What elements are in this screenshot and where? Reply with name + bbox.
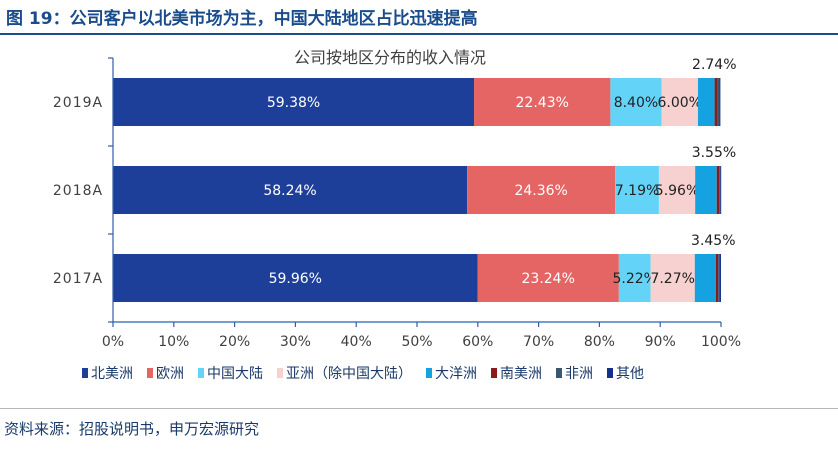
legend-swatch-4 — [426, 368, 432, 378]
bar-segment-2-1 — [477, 254, 619, 302]
legend-label-1: 欧洲 — [156, 366, 184, 382]
x-tick-label-7: 70% — [523, 334, 554, 350]
source-note: 资料来源：招股说明书，申万宏源研究 — [4, 420, 260, 438]
legend-label-6: 非洲 — [565, 366, 593, 382]
data-label-2-1: 23.24% — [522, 271, 575, 287]
chart-title: 公司按地区分布的收入情况 — [294, 48, 486, 67]
legend-label-3: 亚洲（除中国大陆） — [286, 366, 412, 382]
x-tick-label-4: 40% — [341, 334, 372, 350]
bar-segment-1-4 — [695, 166, 717, 214]
stacked-bar-chart: 公司按地区分布的收入情况 59.38% 22.43% 8.40% 6.00% 2.74%… — [53, 48, 741, 382]
x-tick-label-8: 80% — [584, 334, 615, 350]
bar-segment-1-0 — [113, 166, 468, 214]
bar-segment-2-5 — [715, 254, 719, 302]
category-label-2: 2017A — [53, 271, 103, 287]
x-tick-label-10: 100% — [701, 334, 741, 350]
bar-segment-2-4 — [694, 254, 716, 302]
data-label-2-2: 5.22% — [612, 271, 656, 287]
bar-segment-0-1 — [474, 78, 611, 126]
bar-segment-1-1 — [467, 166, 616, 214]
data-label-2-3: 7.27% — [650, 271, 694, 287]
bar-segment-0-7 — [719, 78, 721, 126]
legend-swatch-5 — [491, 368, 497, 378]
x-tick-label-2: 20% — [219, 334, 250, 350]
legend: 北美洲 欧洲 中国大陆 亚洲（除中国大陆） 大洋洲 南美洲 非洲 其他 — [82, 366, 644, 382]
data-label-0-1: 22.43% — [516, 95, 569, 111]
axis-layer: 2019A 2018A 2017A 0% 10% 20% 30% 40% 50% 60% 70% 80… — [53, 57, 741, 350]
x-tick-label-1: 10% — [158, 334, 189, 350]
bar-segment-1-6 — [719, 166, 721, 214]
data-label-0-2: 8.40% — [614, 95, 658, 111]
bar-segment-0-3 — [661, 78, 698, 126]
data-label-2-4: 3.45% — [691, 233, 735, 249]
x-tick-label-5: 50% — [401, 334, 432, 350]
legend-label-0: 北美洲 — [91, 366, 133, 382]
category-label-0: 2019A — [53, 95, 103, 111]
bar-segment-0-6 — [717, 78, 720, 126]
legend-label-4: 大洋洲 — [435, 366, 477, 382]
bar-segment-0-0 — [113, 78, 475, 126]
data-label-1-1: 24.36% — [514, 183, 567, 199]
bar-segment-0-2 — [610, 78, 662, 126]
bar-segment-2-7 — [720, 254, 721, 302]
data-label-1-3: 5.96% — [655, 183, 699, 199]
x-tick-label-6: 60% — [462, 334, 493, 350]
bar-segment-1-2 — [615, 166, 659, 214]
category-label-1: 2018A — [53, 183, 103, 199]
data-label-0-0: 59.38% — [267, 95, 320, 111]
bar-segment-1-5 — [716, 166, 720, 214]
bar-segment-2-2 — [618, 254, 651, 302]
bar-segment-2-0 — [113, 254, 478, 302]
legend-label-5: 南美洲 — [500, 366, 542, 382]
bar-segment-0-5 — [714, 78, 718, 126]
data-label-0-4: 2.74% — [692, 57, 736, 73]
legend-swatch-3 — [277, 368, 283, 378]
bar-segment-2-3 — [650, 254, 695, 302]
x-tick-label-3: 30% — [280, 334, 311, 350]
footer-rule — [0, 408, 838, 409]
data-label-0-3: 6.00% — [657, 95, 701, 111]
legend-label-7: 其他 — [616, 366, 644, 382]
legend-label-2: 中国大陆 — [207, 366, 263, 382]
legend-swatch-0 — [82, 368, 88, 378]
bar-segment-1-3 — [658, 166, 696, 214]
bar-segment-1-7 — [720, 166, 722, 214]
title-rule — [0, 33, 838, 35]
x-tick-label-9: 90% — [645, 334, 676, 350]
data-label-1-4: 3.55% — [692, 145, 736, 161]
legend-swatch-2 — [198, 368, 204, 378]
bars-layer: 59.38% 22.43% 8.40% 6.00% 2.74% 58.24% 24.36% 7… — [113, 57, 737, 302]
bar-segment-2-6 — [718, 254, 721, 302]
data-label-1-2: 7.19% — [615, 183, 659, 199]
bar-segment-0-4 — [697, 78, 715, 126]
legend-swatch-7 — [607, 368, 613, 378]
x-tick-label-0: 0% — [102, 334, 124, 350]
figure-title: 图 19：公司客户以北美市场为主，中国大陆地区占比迅速提高 — [6, 9, 478, 29]
data-label-2-0: 59.96% — [269, 271, 322, 287]
data-label-1-0: 58.24% — [263, 183, 316, 199]
legend-swatch-1 — [147, 368, 153, 378]
legend-swatch-6 — [556, 368, 562, 378]
